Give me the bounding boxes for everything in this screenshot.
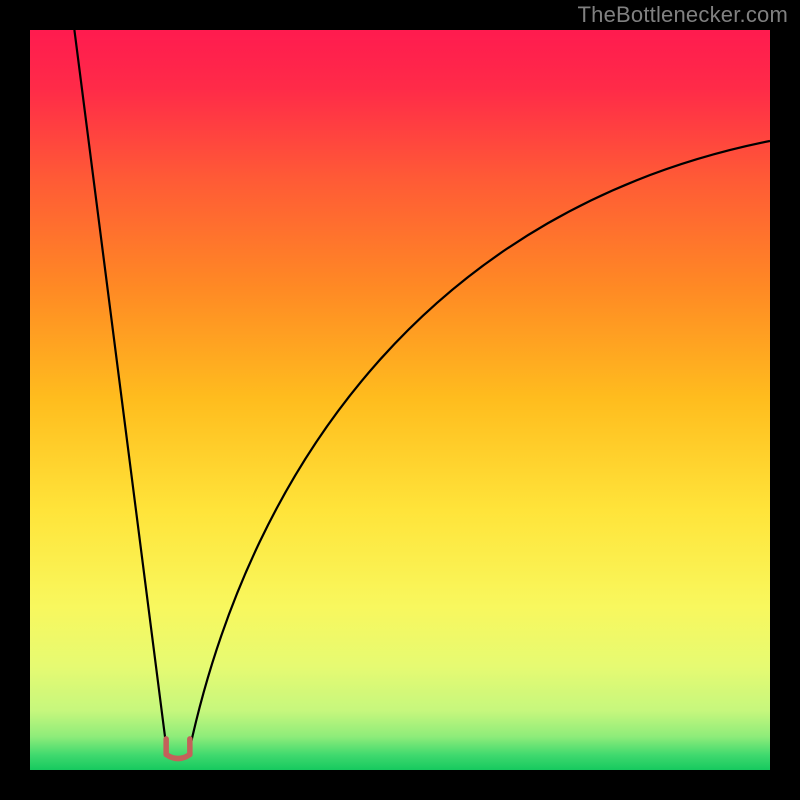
watermark-text: TheBottlenecker.com (578, 2, 788, 28)
bottleneck-chart (30, 30, 770, 770)
stage: TheBottlenecker.com (0, 0, 800, 800)
chart-background (30, 30, 770, 770)
